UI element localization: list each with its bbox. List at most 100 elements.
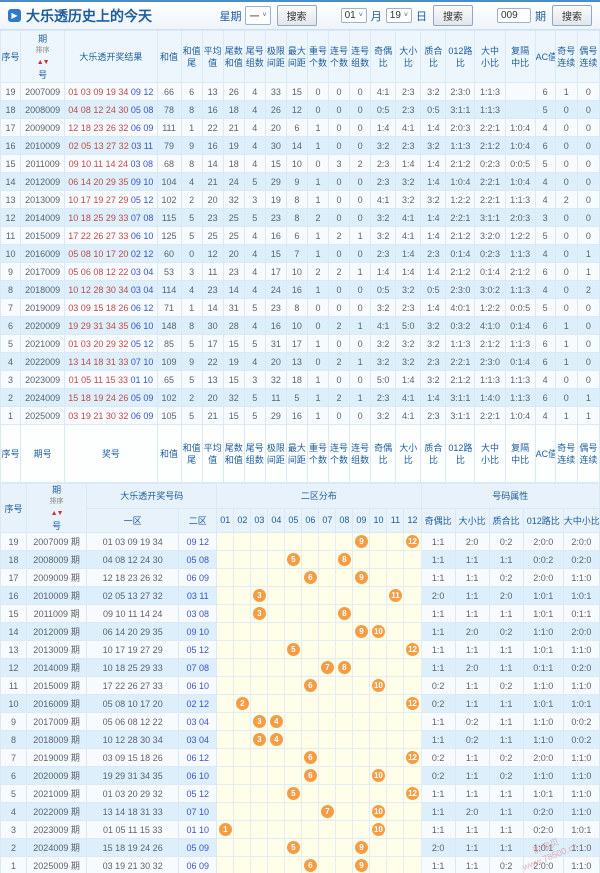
attr-header: 质合比 [488,507,524,533]
dist-cell [250,784,269,803]
column-header-line2: 组数 [245,454,264,465]
period-cell: 2008009 [20,100,66,119]
column-header: 012路比 [445,424,476,483]
dist-cell [301,550,320,569]
stat-cell: 25 [222,226,245,245]
column-header: 奇偶比 [370,424,397,483]
zone2-cell: 05 08 [178,550,218,569]
back-numbers: 01 10 [130,374,154,385]
back-numbers: 06 12 [130,302,154,313]
stat-cell: 3:2 [420,334,447,353]
period-cell: 2017009 期 [26,712,88,731]
sort-arrows-icon[interactable]: ▲▼ [36,58,50,66]
day-select[interactable]: 19 ˅ [385,8,412,23]
column-header: 连号 组数 [349,30,372,83]
month-select[interactable]: 01 ˅ [340,8,367,23]
sort-control[interactable]: 排序 ▲▼ [22,45,64,69]
stat-cell: 2 [554,190,578,209]
dist-cell [335,730,354,749]
dist-cell [386,604,405,623]
week-search-button[interactable]: 搜索 [276,5,317,26]
stat-cell: 3:2 [370,136,397,155]
stat-cell: 1 [306,118,330,137]
attr-cell: 1:0:1 [522,640,564,659]
back-number-ball: 6 [303,751,317,764]
date-search-button[interactable]: 搜索 [433,5,473,26]
stat-cell: 0:0:5 [504,298,536,317]
dist-cell [250,658,269,677]
stat-cell: 0 [576,190,600,209]
back-number-ball: 9 [354,625,368,638]
column-header: 奇号 连续 [554,424,578,483]
stat-cell: 2 [328,388,351,407]
attr-cell: 2:0:0 [522,748,564,767]
back-numbers: 05 09 [130,392,154,403]
dist-cell [403,712,422,731]
history-stats-table: 序号期排序 ▲▼ 号大乐透开奖结果 和值 和值尾平均值尾数 和值 尾号 组数 极限 间距 最大 间距重… [0,30,600,483]
dist-cell: 6 [301,766,320,785]
stat-cell: 4:1 [395,406,422,425]
issue-search-button[interactable]: 搜索 [552,5,592,26]
attr-header: 奇偶比 [420,507,456,533]
stat-cell: 5 [243,388,266,407]
stat-cell: 0 [554,244,578,263]
dist-cell [284,586,303,605]
stat-cell: 60 [156,244,182,263]
stat-cell: 20 [201,388,224,407]
attr-cell: 0:2 [488,532,524,551]
zone1-cell: 06 14 20 29 35 [86,622,180,641]
stat-cell: 1 [306,244,330,263]
stat-cell: 6 [180,82,203,101]
seq-cell: 5 [0,784,28,803]
attr-cell: 1:1:0 [562,784,600,803]
zone2-cell: 05 12 [178,784,218,803]
dist-cell [386,676,405,695]
dist-cell [403,820,422,839]
dist-number-header: 07 [318,507,337,533]
column-header: 质合比 [420,30,447,83]
stat-cell: 1 [554,406,578,425]
week-select[interactable]: 一 ˅ [245,6,271,25]
column-header-line2: 和值 [224,57,243,68]
stat-cell: 21 [222,118,245,137]
column-header-line1: 尾号 [245,442,264,453]
table-row: 17 2009009 期 12 18 23 26 32 06 09 6 9 1:1 1:1 0:… [0,568,600,587]
dist-cell: 5 [284,784,303,803]
result-cell: 02 05 13 27 32 03 11 [64,136,158,155]
column-header-line1: 序号 [1,51,20,62]
stat-cell: 5:0 [370,370,397,389]
stat-cell: 1 [306,136,330,155]
distribution-table-header: 序号期排序 ▲▼ 号大乐透开奖号码 二区分布 号码属性 一区 二区 01 02 03 04 05 06 0… [0,483,600,533]
period-cell: 2007009 [20,82,66,101]
sort-control[interactable]: 排序 ▲▼ [28,496,86,520]
issue-input[interactable] [497,8,531,23]
dist-cell [352,712,371,731]
dist-cell [335,838,354,857]
stat-cell: 13 [285,352,308,371]
play-icon: ▶ [8,9,21,22]
seq-header: 序号 [0,483,28,533]
dist-cell [318,532,337,551]
stat-cell: 15 [264,244,287,263]
dist-cell [403,550,422,569]
dist-cell [335,784,354,803]
period-cell: 2021009 [20,334,66,353]
dist-cell [233,802,252,821]
column-header: 尾数 和值 [222,30,245,83]
dist-cell [267,856,286,873]
dist-cell: 2 [233,694,252,713]
stat-cell: 24 [222,172,245,191]
period-cell: 2024009 [20,388,66,407]
result-cell: 01 05 11 15 33 01 10 [64,370,158,389]
stat-cell: 0 [306,352,330,371]
stat-cell: 1:1:3 [504,280,536,299]
dist-cell [216,838,235,857]
column-header-line1: 期 [38,33,48,44]
column-header: 期号 [20,424,66,483]
stat-cell: 0 [576,172,600,191]
sort-arrows-icon[interactable]: ▲▼ [50,510,64,517]
stat-cell: 1 [554,334,578,353]
stat-cell: 4 [534,244,556,263]
dist-cell [386,658,405,677]
dist-cell [267,640,286,659]
